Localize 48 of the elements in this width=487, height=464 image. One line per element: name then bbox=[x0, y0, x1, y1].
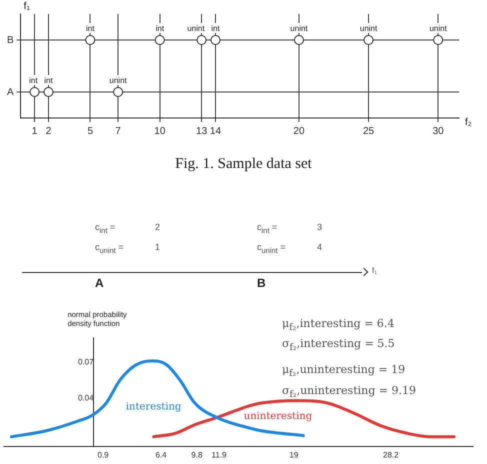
y-axis-title: f₁ bbox=[24, 0, 30, 12]
data-label: unint bbox=[429, 24, 448, 34]
data-label: 4 bbox=[317, 242, 322, 252]
data-label: int bbox=[211, 24, 220, 34]
annotation: σ$_{f₂}$,interesting = 5.5 bbox=[282, 336, 396, 356]
x-tick-label: 25 bbox=[362, 126, 375, 137]
data-label: 3 bbox=[317, 222, 322, 232]
data-label: int bbox=[44, 76, 54, 86]
data-label: int bbox=[86, 24, 96, 34]
x-axis-title: f₂ bbox=[465, 116, 472, 128]
x-tick-label: 0.9 bbox=[98, 450, 110, 460]
text: c$_{int}$ = bbox=[95, 222, 116, 235]
x-tick-label: 6.4 bbox=[155, 450, 168, 460]
text: c$_{int}$ = bbox=[257, 222, 278, 235]
x-tick-label: 14 bbox=[210, 126, 222, 137]
data-label: unint bbox=[109, 76, 128, 86]
y-tick-label: 0.04 bbox=[78, 393, 94, 402]
series-label: interesting bbox=[126, 401, 182, 412]
data-label: 1 bbox=[155, 242, 160, 252]
annotation: μ$_{f₂}$,uninteresting = 19 bbox=[282, 362, 406, 382]
x-tick-label: 19 bbox=[289, 450, 299, 460]
text: c$_{unint}$ = bbox=[95, 242, 124, 255]
category-label: B bbox=[257, 276, 266, 290]
data-label: 2 bbox=[155, 222, 160, 232]
x-tick-label: 30 bbox=[432, 126, 444, 137]
data-label: int bbox=[156, 24, 165, 34]
data-label: unint bbox=[360, 24, 378, 34]
data-label: unint bbox=[290, 24, 308, 34]
x-tick-label: 11.9 bbox=[212, 450, 228, 460]
caption: Fig. 1. Sample data set bbox=[174, 156, 313, 173]
x-tick-label: 20 bbox=[293, 126, 305, 137]
annotation: σ$_{f₂}$,uninteresting = 9.19 bbox=[282, 382, 416, 402]
series-label: uninteresting bbox=[244, 411, 313, 422]
text: f₁ bbox=[372, 266, 377, 275]
data-label: int bbox=[29, 76, 38, 86]
x-tick-label: 2 bbox=[46, 126, 52, 137]
text: μ$_{f₂}$,interesting = 6.4 bbox=[282, 316, 396, 336]
x-tick-label: 9.8 bbox=[191, 450, 203, 460]
x-tick-label: 7 bbox=[115, 126, 122, 137]
x-tick-label: 1 bbox=[32, 126, 38, 137]
data-label: unint bbox=[187, 24, 206, 34]
y-tick-label: 0.07 bbox=[78, 357, 94, 366]
x-tick-label: 13 bbox=[196, 126, 208, 137]
x-tick-label: 10 bbox=[154, 126, 166, 137]
category-label: A bbox=[95, 276, 104, 290]
text: c$_{unint}$ = bbox=[257, 242, 286, 255]
x-tick-label: 5 bbox=[87, 126, 94, 137]
x-tick-label: 28.2 bbox=[383, 450, 400, 460]
